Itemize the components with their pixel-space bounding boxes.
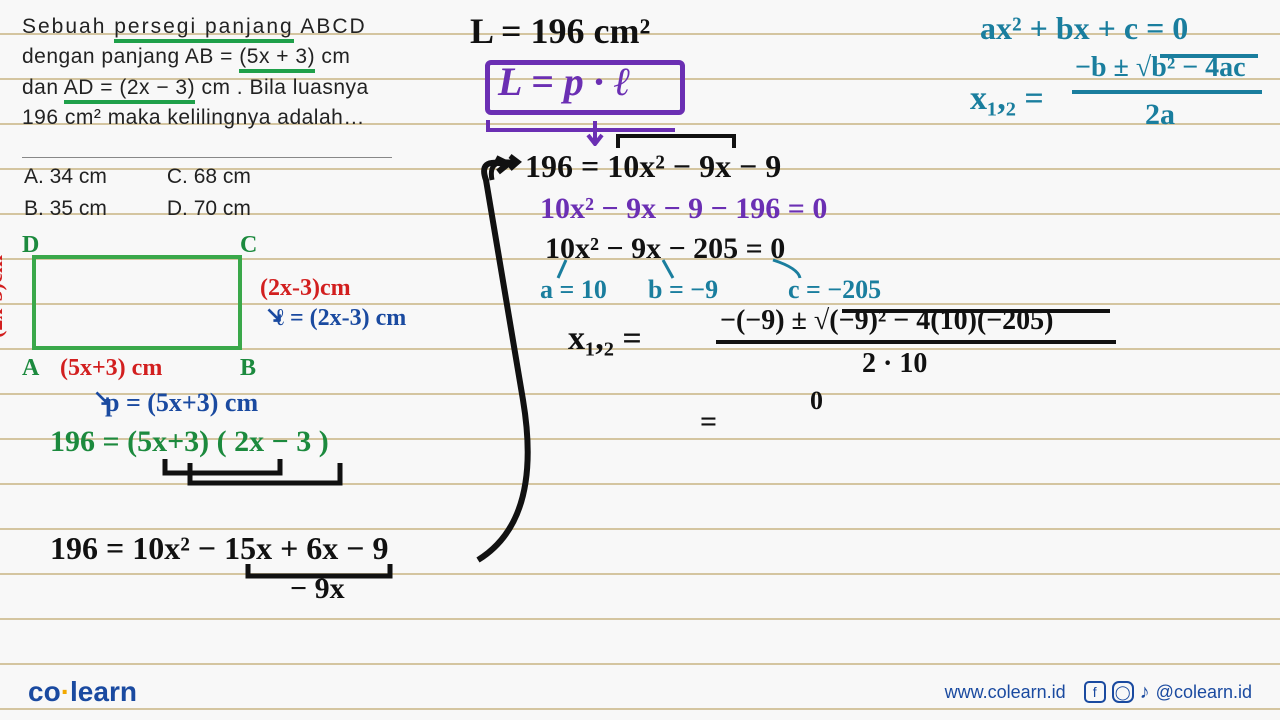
eq-expand: 196 = (5x+3) ( 2x − 3 )	[50, 425, 329, 459]
big-swoosh-icon	[448, 150, 568, 570]
p-l1b: persegi panjang	[114, 15, 293, 43]
footer: co·learn www.colearn.id f ◯ ♪ @colearn.i…	[0, 676, 1280, 708]
zero: 0	[810, 386, 823, 416]
label-left: (2x-3)cm	[0, 255, 8, 338]
p-equals: p = (5x+3) cm	[105, 388, 258, 418]
p-l2c: cm	[315, 45, 350, 68]
logo: co·learn	[28, 676, 137, 708]
x12-lhs: x₁,₂ =	[568, 320, 642, 358]
p-l3b: AD = (2x − 3)	[64, 76, 195, 104]
instagram-icon: ◯	[1112, 681, 1134, 703]
tiktok-icon: ♪	[1140, 681, 1150, 704]
x12-den: 2 · 10	[862, 348, 927, 380]
bracket-combine-icon	[240, 562, 410, 590]
logo-a: co	[28, 676, 61, 707]
options: A. 34 cmC. 68 cm B. 35 cmD. 70 cm	[22, 160, 311, 227]
c2: 10x² − 9x − 9 − 196 = 0	[540, 192, 827, 226]
x12-label: x₁,₂ =	[970, 80, 1044, 118]
footer-url: www.colearn.id	[945, 682, 1066, 703]
p-l3c: cm . Bila luasnya	[195, 76, 369, 99]
sqrt-bar-r-icon	[1158, 50, 1268, 80]
opt-a: A. 34 cm	[24, 162, 165, 192]
logo-b: learn	[70, 676, 137, 707]
x12-den-r: 2a	[1145, 98, 1175, 132]
sqrt-bar-icon	[840, 303, 1120, 339]
p-l4: 196 cm² maka kelilingnya adalah…	[22, 106, 365, 129]
p-l1c: ABCD	[294, 15, 367, 38]
frac-bar-1	[716, 340, 1116, 344]
label-bottom: (5x+3) cm	[60, 355, 162, 382]
opt-c: C. 68 cm	[167, 162, 309, 192]
footer-handle: @colearn.id	[1156, 682, 1252, 703]
frac-bar-r	[1072, 90, 1262, 94]
opt-d: D. 70 cm	[167, 194, 309, 224]
label-c: C	[240, 232, 257, 259]
content: Sebuah persegi panjang ABCD dengan panja…	[0, 0, 1280, 720]
problem-text: Sebuah persegi panjang ABCD dengan panja…	[22, 12, 402, 134]
abc-arrows-icon	[548, 258, 908, 286]
logo-dot-icon: ·	[61, 676, 70, 707]
eq-sign: =	[700, 405, 717, 439]
p-l2a: dengan panjang AB =	[22, 45, 239, 68]
bracket-foil-icon	[150, 455, 430, 495]
top-bracket-icon	[614, 132, 744, 154]
facebook-icon: f	[1084, 681, 1106, 703]
footer-links: www.colearn.id f ◯ ♪ @colearn.id	[945, 681, 1252, 704]
p-l2b: (5x + 3)	[239, 45, 315, 73]
label-a: A	[22, 355, 39, 382]
arrow-p-icon: ↘	[93, 385, 111, 411]
social: f ◯ ♪ @colearn.id	[1084, 681, 1252, 704]
options-divider	[22, 157, 392, 158]
l-equals: ℓ = (2x-3) cm	[275, 305, 406, 332]
opt-b: B. 35 cm	[24, 194, 165, 224]
p-l1a: Sebuah	[22, 15, 114, 38]
label-d: D	[22, 232, 39, 259]
label-b: B	[240, 355, 256, 382]
l-formula: L = p · ℓ	[498, 58, 631, 105]
quad-form: ax² + bx + c = 0	[980, 10, 1188, 47]
label-right: (2x-3)cm	[260, 275, 351, 302]
p-l3a: dan	[22, 76, 64, 99]
arrow-l-icon: ↘	[265, 302, 283, 328]
rectangle-figure	[32, 255, 242, 350]
l-value: L = 196 cm²	[470, 10, 650, 52]
